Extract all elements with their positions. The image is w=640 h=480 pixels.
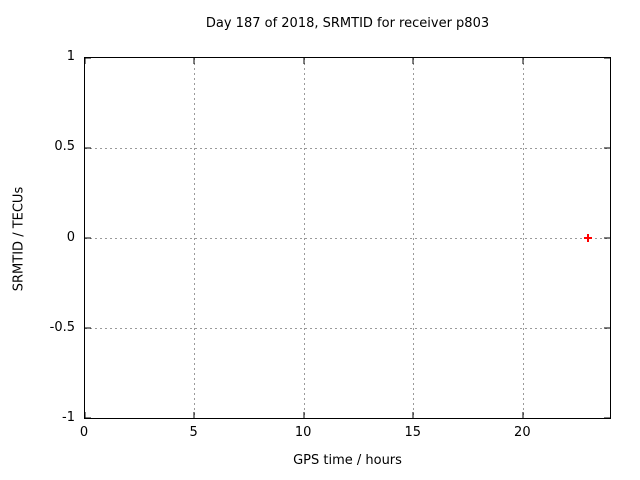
y-tick-left: [85, 147, 91, 149]
y-tick-label: -1: [62, 410, 75, 425]
y-tick-right: [604, 237, 610, 239]
x-tick-top: [412, 58, 414, 64]
y-tick-label: 0: [66, 229, 75, 245]
y-gridline: [85, 328, 610, 329]
y-tick-left: [85, 57, 91, 59]
x-tick-top: [193, 58, 195, 64]
x-tick-top: [84, 58, 86, 64]
x-axis-label: GPS time / hours: [293, 453, 402, 468]
y-tick-right: [604, 57, 610, 59]
x-tick-label: 15: [404, 425, 422, 440]
x-tick-label: 10: [294, 425, 312, 440]
y-gridline: [85, 238, 610, 239]
y-tick-left: [85, 327, 91, 329]
x-tick-label: 20: [514, 425, 531, 440]
x-tick-bottom: [412, 412, 414, 418]
x-tick-label: 0: [79, 425, 89, 440]
y-tick-label: -0.5: [49, 319, 75, 335]
x-tick-top: [303, 58, 305, 64]
x-tick-top: [522, 58, 523, 64]
y-tick-left: [85, 237, 91, 239]
data-point-plus: [584, 234, 593, 242]
chart-title: Day 187 of 2018, SRMTID for receiver p80…: [205, 16, 490, 31]
y-gridline: [85, 148, 610, 149]
y-axis-label: SRMTID / TECUs: [11, 186, 27, 292]
x-tick-bottom: [522, 412, 523, 418]
y-tick-left: [85, 417, 91, 419]
x-tick-bottom: [84, 412, 86, 418]
x-tick-label: 5: [189, 425, 198, 440]
x-tick-bottom: [193, 412, 195, 418]
y-tick-label: 0.5: [54, 139, 75, 155]
y-tick-right: [604, 417, 610, 419]
y-tick-right: [604, 327, 610, 329]
y-tick-label: 1: [66, 49, 75, 64]
y-tick-right: [604, 147, 610, 149]
x-tick-bottom: [303, 412, 305, 418]
plot-area: [84, 57, 611, 419]
